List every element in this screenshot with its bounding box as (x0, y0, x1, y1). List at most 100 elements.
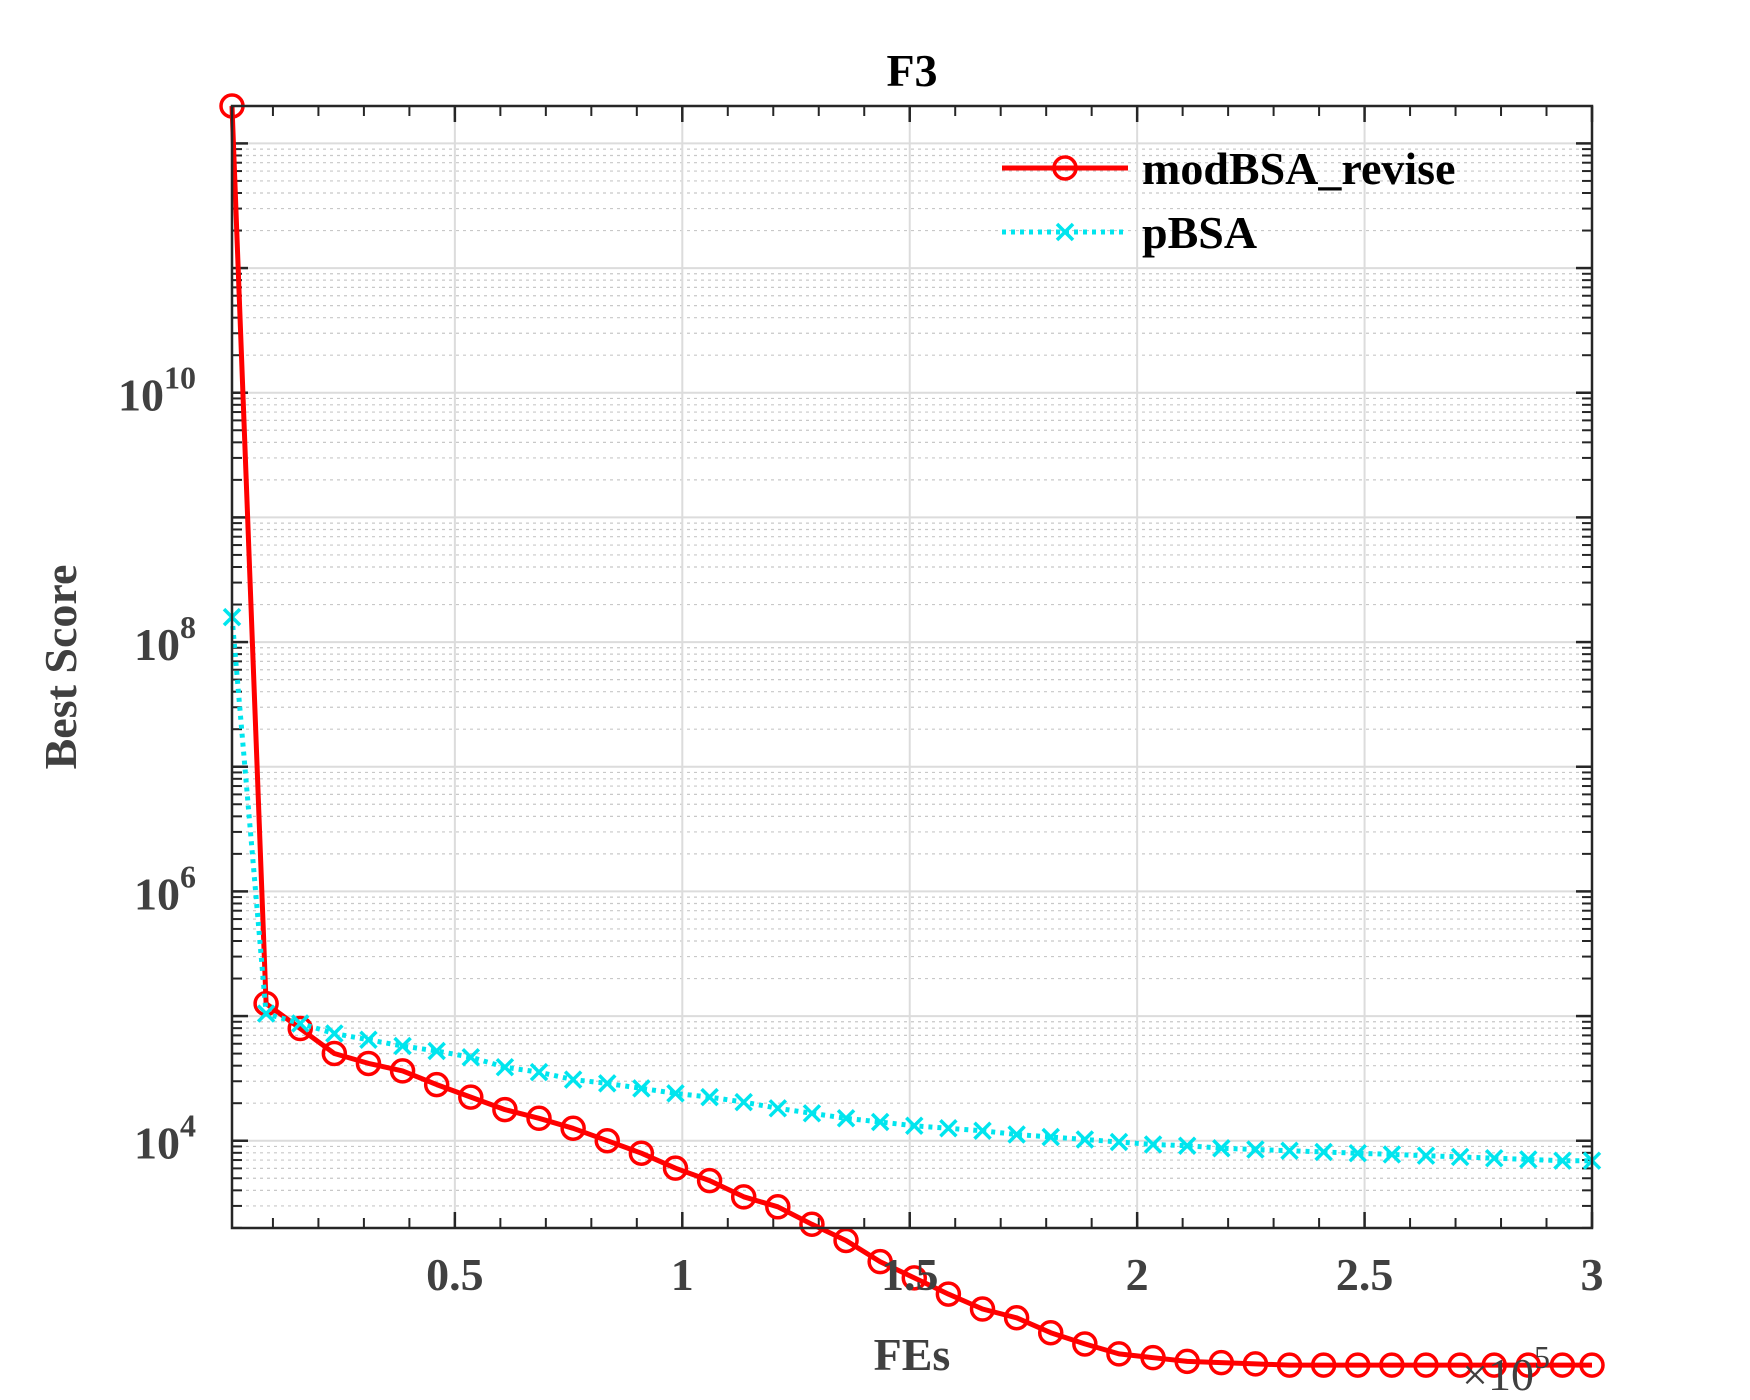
data-point-modBSA_revise (1447, 1352, 1473, 1378)
data-point-pBSA (1143, 1135, 1163, 1154)
data-point-pBSA (1519, 1150, 1538, 1169)
legend-swatch-marker (1055, 222, 1075, 242)
x-tick-label: 0.5 (426, 1249, 484, 1300)
data-point-pBSA (1348, 1143, 1367, 1163)
legend-label: pBSA (1142, 207, 1257, 258)
y-tick-exponent: 6 (180, 858, 196, 894)
data-point-pBSA (905, 1116, 924, 1136)
data-point-pBSA (973, 1121, 992, 1140)
y-tick-exponent: 8 (180, 609, 196, 645)
data-point-pBSA (1007, 1125, 1026, 1144)
x-marker-stroke (734, 1092, 753, 1112)
data-point-pBSA (632, 1079, 651, 1098)
data-point-modBSA_revise (1310, 1352, 1337, 1378)
data-point-pBSA (1177, 1136, 1197, 1155)
x-marker-stroke (1519, 1150, 1538, 1169)
x-marker-stroke (290, 1014, 310, 1033)
x-marker-stroke (1348, 1143, 1367, 1163)
data-point-pBSA (256, 1004, 276, 1023)
x-marker-stroke (563, 1070, 583, 1089)
data-point-modBSA_revise (1515, 1352, 1542, 1378)
y-tick-base: 10 (134, 868, 180, 919)
data-point-pBSA (768, 1099, 788, 1118)
x-marker-stroke (598, 1074, 617, 1093)
data-point-modBSA_revise (355, 1050, 382, 1077)
data-point-modBSA_revise (1345, 1352, 1371, 1378)
data-point-modBSA_revise (935, 1281, 962, 1307)
x-marker-stroke (1075, 1130, 1095, 1149)
x-marker-stroke (666, 1084, 685, 1103)
x-marker-stroke (1041, 1127, 1060, 1147)
data-point-modBSA_revise (1208, 1349, 1235, 1376)
legend: modBSA_revise pBSA (1002, 143, 1456, 258)
x-marker-stroke (325, 1024, 344, 1043)
x-marker-stroke (973, 1121, 992, 1140)
x-marker-stroke (359, 1030, 378, 1049)
y-tick-label: 1010 (118, 360, 196, 421)
data-point-pBSA (1109, 1132, 1129, 1152)
x-marker-stroke (870, 1112, 890, 1132)
x-tick-label: 2.5 (1336, 1249, 1394, 1300)
x-exponent-label: ×105 (1462, 1339, 1550, 1400)
data-point-modBSA_revise (1003, 1305, 1030, 1331)
y-tick-base: 10 (118, 370, 164, 421)
data-point-pBSA (393, 1036, 412, 1056)
data-point-pBSA (1450, 1147, 1470, 1167)
data-point-pBSA (598, 1074, 617, 1093)
data-point-pBSA (290, 1014, 310, 1033)
x-marker-stroke (802, 1104, 822, 1123)
data-point-pBSA (1382, 1145, 1402, 1164)
x-marker-stroke (700, 1087, 719, 1107)
x-marker-stroke (939, 1119, 958, 1138)
data-point-pBSA (802, 1104, 822, 1123)
data-point-modBSA_revise (1106, 1341, 1132, 1367)
x-marker-stroke (1109, 1132, 1129, 1152)
x-marker-stroke (495, 1057, 515, 1077)
data-point-modBSA_revise (287, 1015, 313, 1042)
x-marker-stroke (1416, 1146, 1436, 1165)
data-point-modBSA_revise (458, 1084, 484, 1110)
data-point-modBSA_revise (730, 1184, 757, 1210)
x-marker-stroke (256, 1004, 276, 1023)
data-point-modBSA_revise (560, 1115, 586, 1142)
x-marker-stroke (1143, 1135, 1163, 1154)
data-point-pBSA (1484, 1148, 1504, 1168)
y-tick-base: 10 (134, 1118, 180, 1169)
data-point-modBSA_revise (867, 1248, 893, 1275)
x-tick-label: 3 (1581, 1249, 1604, 1300)
data-point-modBSA_revise (1037, 1319, 1064, 1346)
data-point-pBSA (939, 1119, 958, 1138)
data-point-modBSA_revise (1072, 1331, 1098, 1357)
data-point-pBSA (1041, 1127, 1060, 1147)
data-point-modBSA_revise (526, 1105, 552, 1132)
x-marker-stroke (1246, 1140, 1265, 1159)
data-point-modBSA_revise (1174, 1348, 1200, 1375)
y-axis-label: Best Score (35, 565, 86, 770)
y-tick-base: 10 (134, 619, 180, 670)
y-tick-exponent: 10 (164, 360, 196, 396)
data-point-pBSA (529, 1062, 549, 1082)
x-marker-stroke (1212, 1138, 1231, 1158)
x-marker-stroke (393, 1036, 412, 1056)
x-tick-label: 2 (1126, 1249, 1149, 1300)
data-point-pBSA (1416, 1146, 1436, 1165)
data-point-modBSA_revise (423, 1071, 450, 1098)
data-point-pBSA (325, 1024, 344, 1043)
data-point-modBSA_revise (1413, 1352, 1439, 1378)
data-point-pBSA (1314, 1142, 1333, 1162)
data-point-modBSA_revise (1242, 1351, 1269, 1377)
x-marker-stroke (1314, 1142, 1333, 1162)
series-layer (219, 93, 1605, 1378)
data-point-pBSA (1280, 1141, 1299, 1160)
y-tick-label: 106 (134, 858, 196, 919)
x-marker-stroke (836, 1109, 856, 1128)
data-point-pBSA (461, 1047, 481, 1067)
data-point-modBSA_revise (765, 1194, 791, 1220)
y-tick-label: 104 (134, 1108, 196, 1169)
y-tick-exponent: 4 (180, 1108, 196, 1144)
x-marker-stroke (427, 1041, 446, 1061)
chart-title: F3 (886, 45, 937, 96)
data-point-pBSA (1212, 1138, 1231, 1158)
